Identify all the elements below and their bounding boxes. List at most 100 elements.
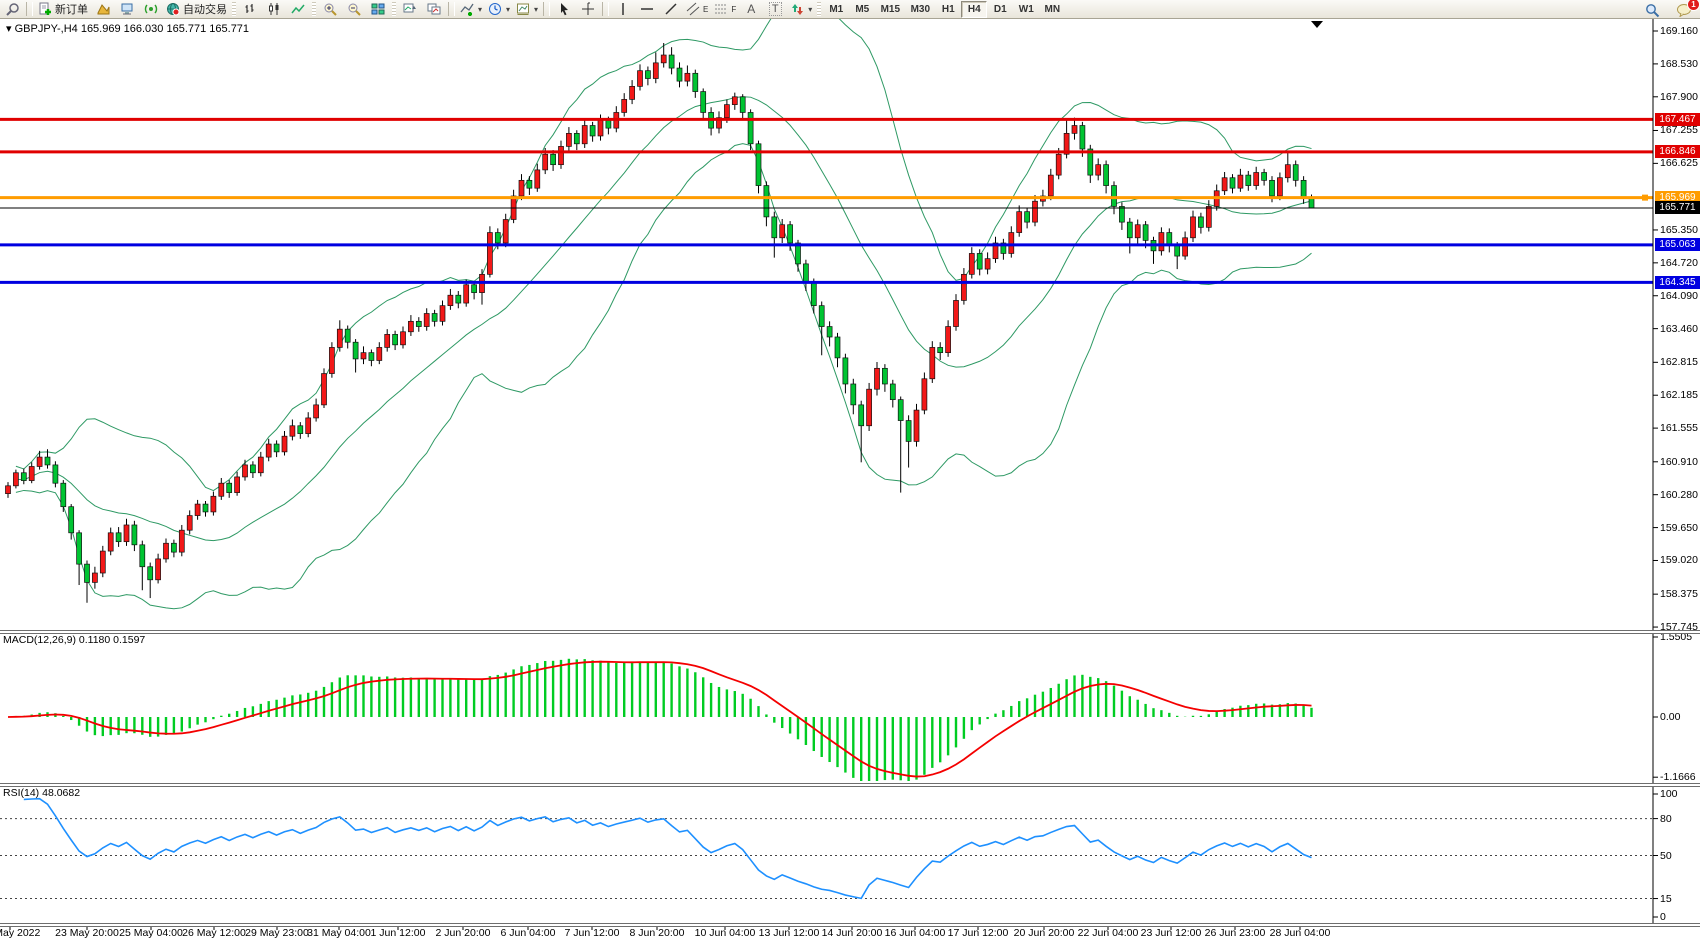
collapse-arrow-icon[interactable]: ▾	[6, 23, 12, 35]
vertical-line-button[interactable]	[611, 0, 635, 18]
price-axis-tick: 159.650	[1660, 521, 1698, 534]
dropdown-arrow-icon: ▾	[534, 4, 539, 14]
price-axis-tick: 163.460	[1660, 322, 1698, 335]
price-axis-tick: 160.910	[1660, 455, 1698, 468]
text-tool-glyph: A	[747, 2, 756, 16]
price-line-label: 165.969	[1655, 191, 1700, 205]
toolbar-separator	[448, 2, 455, 16]
tile-windows-icon	[371, 3, 385, 15]
macd-pane-splitter[interactable]	[0, 630, 1700, 634]
timeframe-mn-button[interactable]: MN	[1044, 3, 1061, 15]
candlestick-icon	[269, 3, 279, 15]
horizontal-line-icon	[641, 8, 654, 10]
arrows-icon	[792, 4, 804, 15]
price-axis-tick: 160.280	[1660, 488, 1698, 501]
search-button[interactable]	[1640, 1, 1664, 19]
time-axis-tick: 26 Jun 23:00	[1204, 927, 1266, 939]
arrows-button[interactable]: ▾	[787, 0, 815, 18]
time-axis-tick: 6 Jun 04:00	[500, 927, 556, 939]
dropdown-arrow-icon: ▾	[478, 4, 483, 14]
time-axis-splitter	[0, 923, 1700, 927]
auto-trading-button[interactable]: 自动交易	[163, 0, 230, 18]
time-axis-tick: 23 May 20:00	[55, 927, 119, 939]
terminal-button[interactable]	[115, 0, 139, 18]
toolbar-separator	[26, 2, 33, 16]
bar-chart-button[interactable]	[238, 0, 262, 18]
indicators-button[interactable]: ▾	[457, 0, 485, 18]
zoom-in-icon	[324, 3, 337, 16]
timeframe-m30-button[interactable]: M30	[910, 3, 931, 15]
time-axis-tick: 1 Jun 12:00	[370, 927, 426, 939]
time-axis-tick: 23 Jun 12:00	[1140, 927, 1202, 939]
timeframe-w1-button[interactable]: W1	[1018, 3, 1034, 15]
time-axis-tick: 10 Jun 04:00	[694, 927, 756, 939]
cascade-windows-button[interactable]	[422, 0, 446, 18]
auto-arrange-button[interactable]	[398, 0, 422, 18]
chart-profiles-button[interactable]	[91, 0, 115, 18]
cursor-button[interactable]	[552, 0, 576, 18]
new-order-button[interactable]: 新订单	[35, 0, 91, 18]
magnifier-icon	[6, 3, 19, 16]
timeframe-h1-button[interactable]: H1	[941, 3, 955, 15]
timeframe-m5-button[interactable]: M5	[855, 3, 870, 15]
new-order-icon	[39, 2, 51, 15]
toolbar-grip	[312, 2, 316, 16]
text-label-button[interactable]: T	[763, 0, 787, 18]
toolbar-grip	[817, 2, 822, 16]
bar-chart-icon	[245, 4, 254, 13]
price-axis-tick: 164.090	[1660, 289, 1698, 302]
time-axis-tick: 31 May 04:00	[307, 927, 371, 939]
crosshair-button[interactable]	[576, 0, 600, 18]
rsi-scale-tick: 80	[1660, 812, 1672, 825]
text-button[interactable]: A	[739, 0, 763, 18]
periods-button[interactable]: ▾	[485, 0, 513, 18]
timeframe-h4-button[interactable]: H4	[961, 0, 988, 18]
time-axis-tick: 20 May 2022	[0, 927, 41, 939]
rsi-scale-tick: 100	[1660, 788, 1678, 800]
time-axis-tick: 13 Jun 12:00	[758, 927, 820, 939]
template-icon	[517, 3, 530, 15]
cursor-icon	[561, 3, 569, 16]
fibonacci-button[interactable]: F	[711, 0, 739, 18]
price-axis-tick: 166.625	[1660, 157, 1698, 170]
clipped-button[interactable]	[0, 0, 24, 18]
symbol-ohlc-text: GBPJPY-,H4 165.969 166.030 165.771 165.7…	[14, 23, 250, 35]
horizontal-line-button[interactable]	[635, 0, 659, 18]
price-line-label: 166.846	[1655, 145, 1700, 159]
price-axis-tick: 162.815	[1660, 356, 1698, 369]
candlestick-chart-button[interactable]	[262, 0, 286, 18]
macd-value-main: 0.1180	[78, 634, 111, 646]
time-axis-tick: 7 Jun 12:00	[564, 927, 620, 939]
price-line-label: 165.063	[1655, 238, 1700, 252]
timeframe-m1-button[interactable]: M1	[829, 3, 844, 15]
time-axis-tick: 25 May 04:00	[119, 927, 183, 939]
timeframe-m15-button[interactable]: M15	[880, 3, 901, 15]
rsi-scale-tick: 50	[1660, 849, 1672, 862]
toolbar-grip	[232, 2, 236, 16]
rsi-value: 48.0682	[42, 787, 81, 799]
strategy-tester-button[interactable]	[139, 0, 163, 18]
rsi-pane-splitter[interactable]	[0, 783, 1700, 787]
trendline-button[interactable]	[659, 0, 683, 18]
main-toolbar: 新订单 自动交易	[0, 0, 1700, 19]
time-axis-tick: 20 Jun 20:00	[1013, 927, 1075, 939]
time-axis-tick: 17 Jun 12:00	[947, 927, 1009, 939]
zoom-in-button[interactable]	[318, 0, 342, 18]
clock-icon	[489, 3, 502, 15]
channel-icon	[686, 2, 700, 16]
macd-label: MACD(12,26,9) 0.1180 0.1597	[3, 634, 145, 646]
rsi-scale-tick: 15	[1660, 892, 1672, 905]
terminal-icon	[121, 3, 133, 15]
templates-button[interactable]: ▾	[513, 0, 541, 18]
equidistant-channel-button[interactable]: E	[683, 0, 711, 18]
vertical-line-icon	[622, 3, 624, 15]
price-axis-tick: 162.185	[1660, 389, 1698, 402]
timeframe-d1-button[interactable]: D1	[993, 3, 1007, 15]
price-axis-tick: 168.530	[1660, 57, 1698, 70]
zoom-out-button[interactable]	[342, 0, 366, 18]
toolbar-separator	[543, 2, 551, 16]
line-chart-button[interactable]	[286, 0, 310, 18]
tile-windows-button[interactable]	[366, 0, 390, 18]
macd-name: MACD(12,26,9)	[3, 634, 76, 646]
